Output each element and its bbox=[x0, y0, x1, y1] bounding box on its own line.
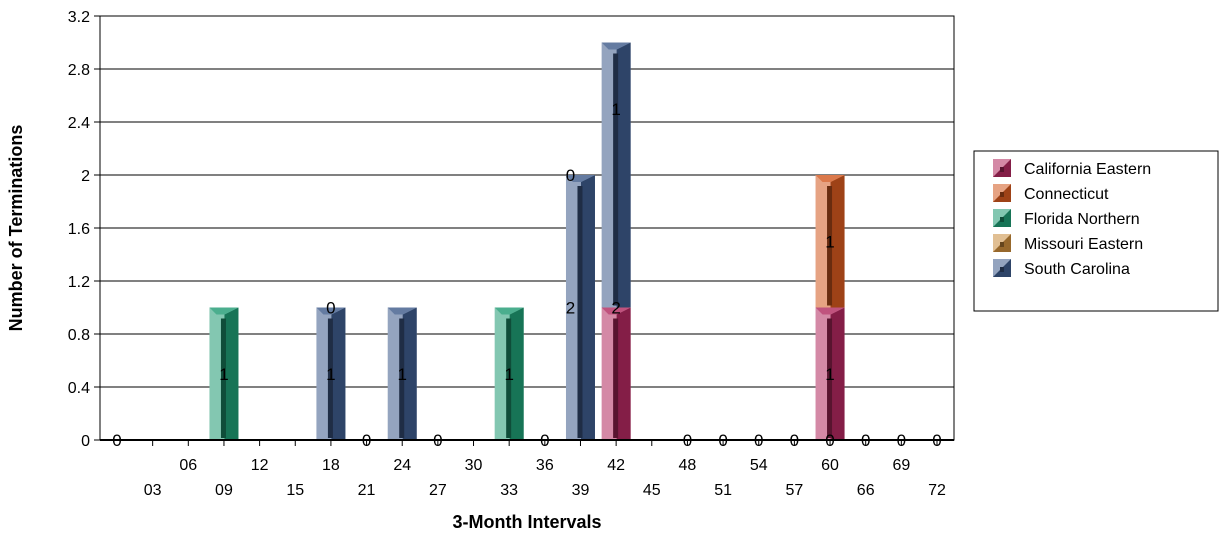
y-tick-label: 2.4 bbox=[68, 115, 90, 132]
legend-item: Missouri Eastern bbox=[993, 234, 1143, 253]
x-tick-label: 12 bbox=[251, 457, 269, 474]
bar-segment bbox=[494, 307, 524, 440]
x-tick-label: 42 bbox=[607, 457, 625, 474]
legend-item: South Carolina bbox=[993, 259, 1130, 278]
x-tick-label: 66 bbox=[857, 482, 875, 499]
data-label: 1 bbox=[326, 365, 335, 384]
x-tick-label: 48 bbox=[679, 457, 697, 474]
legend-label: Florida Northern bbox=[1024, 211, 1140, 228]
legend-item: California Eastern bbox=[993, 159, 1151, 178]
y-tick-label: 2 bbox=[81, 168, 90, 185]
y-tick-label: 0 bbox=[81, 433, 90, 450]
y-tick-label: 1.6 bbox=[68, 221, 90, 238]
legend-swatch bbox=[993, 234, 1011, 252]
data-label: 1 bbox=[219, 365, 228, 384]
bar-segment bbox=[387, 307, 417, 440]
x-tick-labels: 03 06 09 12 15 18 21 24 27 30 33 36 39 42 45 48 51 54 57 60… bbox=[144, 457, 946, 499]
x-axis-title: 3-Month Intervals bbox=[452, 512, 601, 532]
legend-item: Florida Northern bbox=[993, 209, 1140, 228]
y-tick-label: 0.4 bbox=[68, 380, 90, 397]
x-tick-label: 60 bbox=[821, 457, 839, 474]
bar-segment bbox=[815, 307, 845, 440]
data-label: 1 bbox=[611, 100, 620, 119]
x-tick-label: 57 bbox=[785, 482, 803, 499]
y-tick-label: 2.8 bbox=[68, 62, 90, 79]
x-tick-label: 54 bbox=[750, 457, 768, 474]
data-label: 2 bbox=[566, 299, 575, 318]
x-tick-label: 24 bbox=[393, 457, 411, 474]
axes bbox=[99, 15, 955, 446]
bar-segment bbox=[316, 307, 346, 440]
y-tick-label: 1.2 bbox=[68, 274, 90, 291]
y-tick-label: 0.8 bbox=[68, 327, 90, 344]
legend-box bbox=[973, 150, 1219, 312]
x-tick-label: 09 bbox=[215, 482, 233, 499]
x-tick-label: 18 bbox=[322, 457, 340, 474]
bar-segment bbox=[565, 175, 595, 440]
legend-item: Connecticut bbox=[993, 184, 1109, 203]
data-label: 1 bbox=[504, 365, 513, 384]
x-tick-label: 15 bbox=[286, 482, 304, 499]
y-axis-title: Number of Terminations bbox=[6, 125, 26, 332]
x-tick-label: 72 bbox=[928, 482, 946, 499]
data-label: 2 bbox=[611, 299, 620, 318]
bar-segment bbox=[815, 175, 845, 308]
x-tick-label: 33 bbox=[500, 482, 518, 499]
y-tick-label: 3.2 bbox=[68, 9, 90, 26]
x-tick-label: 36 bbox=[536, 457, 554, 474]
y-tick-labels: 0 0.4 0.8 1.2 1.6 2 2.4 2.8 3.2 bbox=[68, 9, 90, 450]
bar-segment bbox=[601, 307, 631, 440]
legend-swatch bbox=[993, 159, 1011, 177]
x-tick-label: 30 bbox=[465, 457, 483, 474]
x-tick-label: 51 bbox=[714, 482, 732, 499]
x-tick-label: 21 bbox=[358, 482, 376, 499]
legend-swatch bbox=[993, 184, 1011, 202]
data-label: 1 bbox=[825, 232, 834, 251]
legend-swatch bbox=[993, 209, 1011, 227]
x-tick-label: 06 bbox=[179, 457, 197, 474]
x-tick-label: 69 bbox=[892, 457, 910, 474]
data-label: 1 bbox=[397, 365, 406, 384]
legend-label: Connecticut bbox=[1024, 186, 1109, 203]
data-label: 0 bbox=[326, 299, 335, 318]
x-tick-label: 39 bbox=[572, 482, 590, 499]
bars bbox=[209, 42, 845, 440]
bar-segment bbox=[601, 42, 631, 308]
bar-segment bbox=[209, 307, 239, 440]
x-tick-label: 45 bbox=[643, 482, 661, 499]
x-tick-label: 27 bbox=[429, 482, 447, 499]
x-tick-label: 03 bbox=[144, 482, 162, 499]
legend: California Eastern Connecticut Florida Nor… bbox=[973, 150, 1219, 312]
data-label: 1 bbox=[825, 365, 834, 384]
legend-label: Missouri Eastern bbox=[1024, 236, 1143, 253]
legend-label: South Carolina bbox=[1024, 261, 1130, 278]
legend-swatch bbox=[993, 259, 1011, 277]
legend-label: California Eastern bbox=[1024, 161, 1151, 178]
data-label: 0 bbox=[566, 166, 575, 185]
